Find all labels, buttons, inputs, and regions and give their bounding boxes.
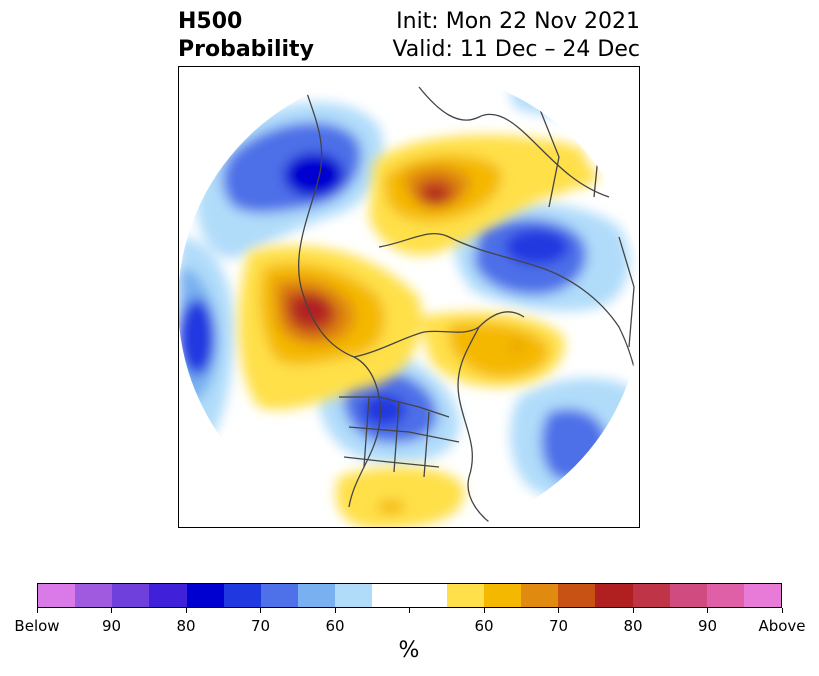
colorbar-segment bbox=[446, 584, 484, 607]
colorbar-tick-label: Below bbox=[14, 617, 60, 635]
colorbar-tick-label: 80 bbox=[623, 617, 643, 635]
map-graphic bbox=[179, 71, 639, 527]
polar-map bbox=[178, 66, 640, 528]
colorbar-segment bbox=[38, 584, 76, 607]
colorbar-segment bbox=[260, 584, 299, 607]
colorbar-tick bbox=[632, 608, 634, 613]
init-date: Init: Mon 22 Nov 2021 bbox=[396, 9, 640, 34]
colorbar-segment bbox=[743, 584, 782, 607]
colorbar-segment bbox=[521, 584, 559, 607]
colorbar-tick bbox=[558, 608, 559, 613]
above-normal-regions bbox=[238, 135, 599, 527]
colorbar-tick-label: 60 bbox=[474, 617, 494, 635]
colorbar-segment bbox=[75, 584, 113, 607]
title-line-1: H500 bbox=[178, 9, 243, 34]
colorbar-segment bbox=[558, 584, 596, 607]
colorbar-segment bbox=[632, 584, 670, 607]
colorbar-segment bbox=[112, 584, 150, 607]
colorbar-segment bbox=[149, 584, 187, 607]
colorbar-tick bbox=[409, 608, 410, 613]
colorbar-tick bbox=[334, 608, 336, 613]
colorbar bbox=[37, 583, 782, 608]
colorbar-tick bbox=[36, 608, 38, 613]
colorbar-unit: % bbox=[398, 638, 420, 663]
colorbar-segment bbox=[706, 584, 744, 607]
colorbar-tick bbox=[483, 608, 485, 613]
title-line-2: Probability bbox=[178, 37, 314, 62]
colorbar-tick-label: 60 bbox=[325, 617, 345, 635]
map-subtitle: Init: Mon 22 Nov 2021 Valid: 11 Dec – 24… bbox=[392, 8, 640, 64]
colorbar-tick-label: 90 bbox=[697, 617, 718, 635]
colorbar-segment bbox=[298, 584, 336, 607]
colorbar-segment bbox=[409, 584, 447, 607]
colorbar-tick-label: 70 bbox=[548, 617, 569, 635]
colorbar-tick bbox=[707, 608, 708, 613]
colorbar-tick-label: 70 bbox=[250, 617, 271, 635]
colorbar-segment bbox=[186, 584, 224, 607]
colorbar-segment bbox=[595, 584, 633, 607]
colorbar-tick bbox=[185, 608, 187, 613]
colorbar-segment bbox=[223, 584, 261, 607]
colorbar-tick-label: 80 bbox=[176, 617, 196, 635]
colorbar-segment bbox=[335, 584, 373, 607]
colorbar-tick-label: Above bbox=[758, 617, 806, 635]
colorbar-segment bbox=[483, 584, 522, 607]
colorbar-tick bbox=[781, 608, 783, 613]
colorbar-tick bbox=[111, 608, 112, 613]
map-title: H500 Probability bbox=[178, 8, 314, 64]
colorbar-tick-label: 90 bbox=[101, 617, 122, 635]
valid-period: Valid: 11 Dec – 24 Dec bbox=[392, 37, 640, 62]
colorbar-tick bbox=[260, 608, 261, 613]
colorbar-segment bbox=[669, 584, 707, 607]
colorbar-segment bbox=[372, 584, 410, 607]
